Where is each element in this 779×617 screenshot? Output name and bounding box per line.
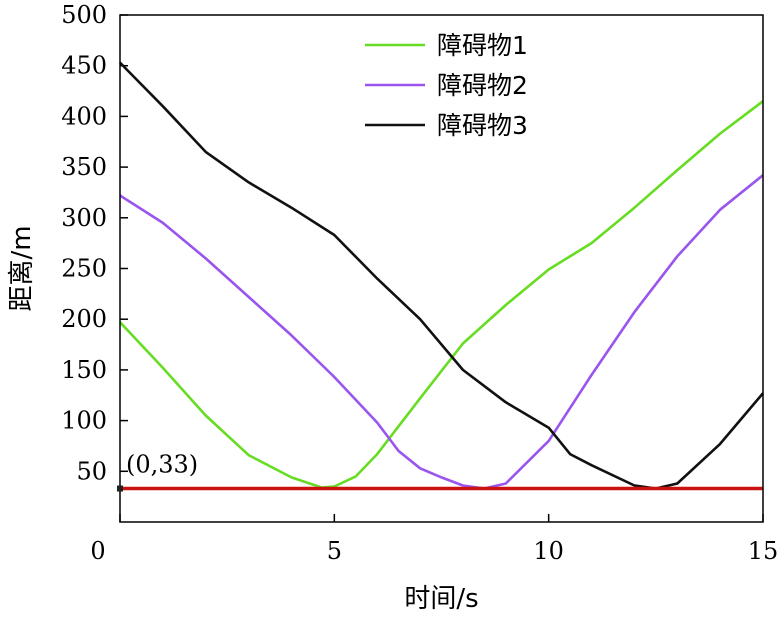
annotation-layer: (0,33) (117, 451, 198, 492)
y-tick-label: 400 (61, 102, 107, 130)
x-axis-label: 时间/s (404, 584, 478, 614)
y-axis-label: 距离/m (7, 225, 37, 311)
y-tick-label: 350 (61, 153, 107, 181)
legend: 障碍物1 障碍物2 障碍物3 (365, 31, 528, 140)
y-tick-label: 300 (61, 204, 107, 232)
annotation-label: (0,33) (126, 451, 198, 479)
y-tick-label: 150 (61, 356, 107, 384)
plot-frame (119, 14, 764, 523)
y-tick-label: 500 (61, 1, 107, 29)
legend-label: 障碍物3 (437, 111, 528, 140)
y-tick-label: 100 (61, 407, 107, 435)
x-tick-label: 10 (533, 537, 564, 565)
x-tick-label: 15 (748, 537, 779, 565)
series-line-2 (119, 174, 764, 490)
y-tick-label: 50 (76, 457, 107, 485)
x-tick-label: 5 (327, 537, 342, 565)
y-tick-label: 250 (61, 255, 107, 283)
x-tick-label: 0 (90, 537, 105, 565)
series-layer (119, 61, 764, 491)
tick-labels: 0 5 10 15 50 100 150 200 250 300 350 400 450 500 (61, 1, 778, 565)
legend-label: 障碍物1 (437, 31, 528, 60)
y-tick-label: 450 (61, 52, 107, 80)
series-line-1 (119, 100, 764, 489)
annotation-point (117, 485, 123, 492)
y-tick-label: 200 (61, 305, 107, 333)
legend-label: 障碍物2 (437, 71, 528, 100)
